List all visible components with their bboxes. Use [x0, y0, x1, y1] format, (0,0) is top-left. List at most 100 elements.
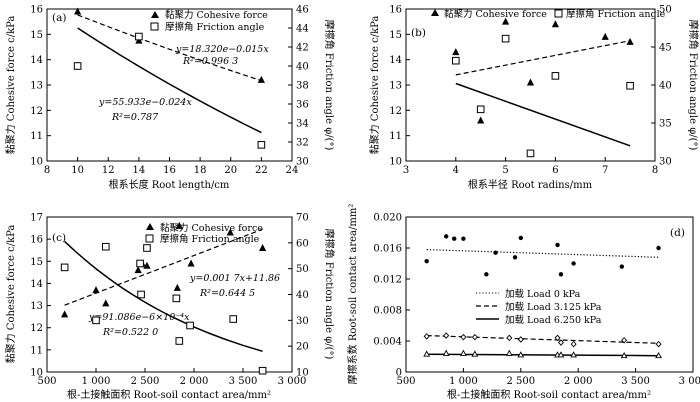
panel-d-xtick-label: 2 000: [564, 376, 593, 387]
panel-d-point-triangle-open: [557, 351, 565, 358]
panel-b-point-square: [452, 56, 460, 65]
panel-a-fit-line-dashed: [77, 14, 262, 82]
panel-b-ylabel-left: 黏聚力 Cohesive force c/kPa: [368, 16, 381, 155]
panel-b-fit-line-solid: [455, 82, 631, 147]
panel-b-xtick-label: 4: [453, 165, 459, 176]
legend-load0-label: 加载 Load 0 kPa: [505, 288, 581, 300]
panel-c-xtick-label: 3 000: [278, 376, 307, 387]
panel-c-point-triangle: [175, 221, 183, 229]
panel-c-point-square: [92, 316, 100, 325]
panel-c-ytick-left-label: 14: [30, 279, 43, 290]
panel-a-ytick-right-label: 32: [296, 138, 309, 149]
legend-square-marker: [554, 9, 563, 18]
panel-c-point-triangle: [187, 259, 195, 267]
panel-a-ytick-left-label: 16: [30, 5, 43, 16]
panel-b-point-triangle: [502, 17, 510, 25]
panel-a-ytick-left-label: 14: [30, 55, 43, 66]
panel-b-point-triangle: [526, 78, 535, 86]
panel-b-legend: 黏聚力 Cohesive force 摩擦角 Friction angle: [431, 8, 666, 20]
panel-c-xtick-label: 2 000: [180, 376, 209, 387]
panel-d-point-diamond: [517, 336, 524, 343]
panel-b-ytick-left-label: 10: [389, 157, 402, 168]
panel-b-ytick-left-label: 15: [389, 30, 402, 41]
panel-d-ytick-label: 0.008: [373, 306, 402, 317]
panel-c-point-triangle: [92, 286, 100, 294]
panel-c-xtick-label: 1 000: [82, 376, 111, 387]
panel-b-xtick-label: 3: [403, 165, 409, 176]
panel-d-xlabel: 根-土接触面积 Root-soil contact area/mm²: [447, 388, 651, 401]
panel-a-ytick-left-label: 10: [30, 157, 43, 168]
panel-c-fit1-equation: y=0.001 7x+11.86: [189, 273, 280, 284]
panel-c-ytick-left-label: 15: [30, 257, 43, 268]
panel-c-xtick-label: 3 500: [229, 376, 258, 387]
panel-b-xtick-label: 7: [602, 165, 608, 176]
panel-d-point-circle: [518, 235, 523, 241]
panel-b-ytick-right-label: 30: [659, 157, 672, 168]
panel-a-ytick-right-label: 36: [296, 100, 309, 111]
panel-a-point-square: [73, 62, 82, 70]
panel-a-ytick-right-label: 42: [296, 43, 309, 54]
panel-c-ytick-right-label: 50: [296, 264, 309, 275]
panel-c-point-square: [175, 337, 184, 345]
panel-a-ylabel-left: 黏聚力 Cohesive force c/kPa: [4, 16, 17, 155]
legend-triangle-marker: [146, 223, 154, 230]
panel-d-point-triangle-open: [442, 349, 450, 356]
panel-d-point-circle: [571, 261, 576, 266]
panel-b-xtick-label: 6: [552, 165, 558, 176]
panel-b-point-square: [551, 72, 560, 80]
panel-c-xtick-label: 2 500: [131, 376, 160, 387]
panel-a-fit1-equation: y=18.320e−0.015x: [175, 44, 269, 55]
chart-marks: 8 10 12 14 16 18 20 22 2410111213141516303234363…: [30, 5, 700, 388]
panel-a-xtick-label: 18: [194, 165, 207, 176]
panel-a-xtick-label: 20: [224, 165, 237, 176]
panel-d-point-diamond: [655, 340, 662, 348]
panel-d-point-diamond: [423, 333, 430, 340]
panel-d-point-diamond: [621, 336, 628, 344]
panel-b-point-triangle: [626, 37, 634, 45]
panel-d-point-triangle-open: [655, 351, 662, 359]
panel-b-ytick-right-label: 35: [659, 119, 672, 130]
panel-c-fit2-equation: y=91.086e−6×10⁻⁴x: [88, 312, 190, 323]
panel-c-fit2-r2: R²=0.522 0: [102, 327, 158, 338]
panel-b-label: (b): [411, 27, 426, 39]
panel-d-point-triangle-open: [423, 350, 431, 357]
panel-a-ytick-right-label: 44: [296, 24, 309, 35]
panel-c-fit-line-solid: [64, 240, 263, 353]
panel-b: (b) 根系半径 Root radins/mm 黏聚力 Cohesive for…: [368, 8, 700, 191]
panel-c-point-square: [137, 290, 145, 299]
panel-a-ytick-left-label: 11: [30, 131, 43, 142]
panel-a-ytick-right-label: 34: [296, 119, 309, 130]
panel-d-point-circle: [484, 272, 489, 277]
panel-d-point-triangle-open: [460, 349, 467, 356]
panel-c-point-square: [102, 242, 110, 251]
panel-d-point-triangle-open: [517, 351, 525, 358]
legend-friction-label: 摩擦角 Friction angle: [566, 8, 666, 20]
panel-d-label: (d): [670, 227, 685, 239]
legend-cohesive-label: 黏聚力 Cohesive force: [444, 8, 547, 20]
panel-b-ytick-left-label: 14: [389, 55, 402, 66]
legend-load6250-label: 加载 Load 6.250 kPa: [505, 314, 602, 326]
panel-d-xtick-label: 3 000: [679, 376, 700, 387]
panel-d-point-diamond: [570, 340, 577, 348]
legend-triangle-marker: [431, 9, 439, 16]
panel-b-point-square: [501, 34, 510, 43]
panel-c-fit1-r2: R²=0.644 5: [199, 288, 255, 299]
panel-d-ytick-label: 0: [396, 368, 402, 379]
panel-b-point-triangle: [551, 20, 559, 28]
panel-d-xtick-label: 3 500: [621, 376, 650, 387]
panel-d-point-circle: [461, 236, 466, 241]
panel-a-point-square: [257, 141, 266, 149]
panel-b-fit-line-dashed: [455, 40, 631, 76]
panel-b-point-square: [626, 81, 634, 90]
panel-b-ytick-left-label: 11: [389, 131, 402, 142]
panel-d-point-triangle-open: [570, 351, 577, 358]
panel-d-ytick-label: 0.004: [373, 337, 402, 348]
legend-cohesive-label: 黏聚力 Cohesive force: [165, 9, 268, 21]
panel-c-point-square: [186, 321, 194, 330]
panel-b-xtick-label: 8: [652, 165, 658, 176]
panel-d-point-diamond: [557, 339, 564, 346]
panel-b-point-triangle: [601, 32, 609, 40]
panel-c-point-square: [172, 294, 181, 303]
panel-c-ylabel-left: 黏聚力 Cohesive force c/kPa: [4, 225, 17, 364]
panel-d-ytick-label: 0.016: [373, 244, 402, 255]
